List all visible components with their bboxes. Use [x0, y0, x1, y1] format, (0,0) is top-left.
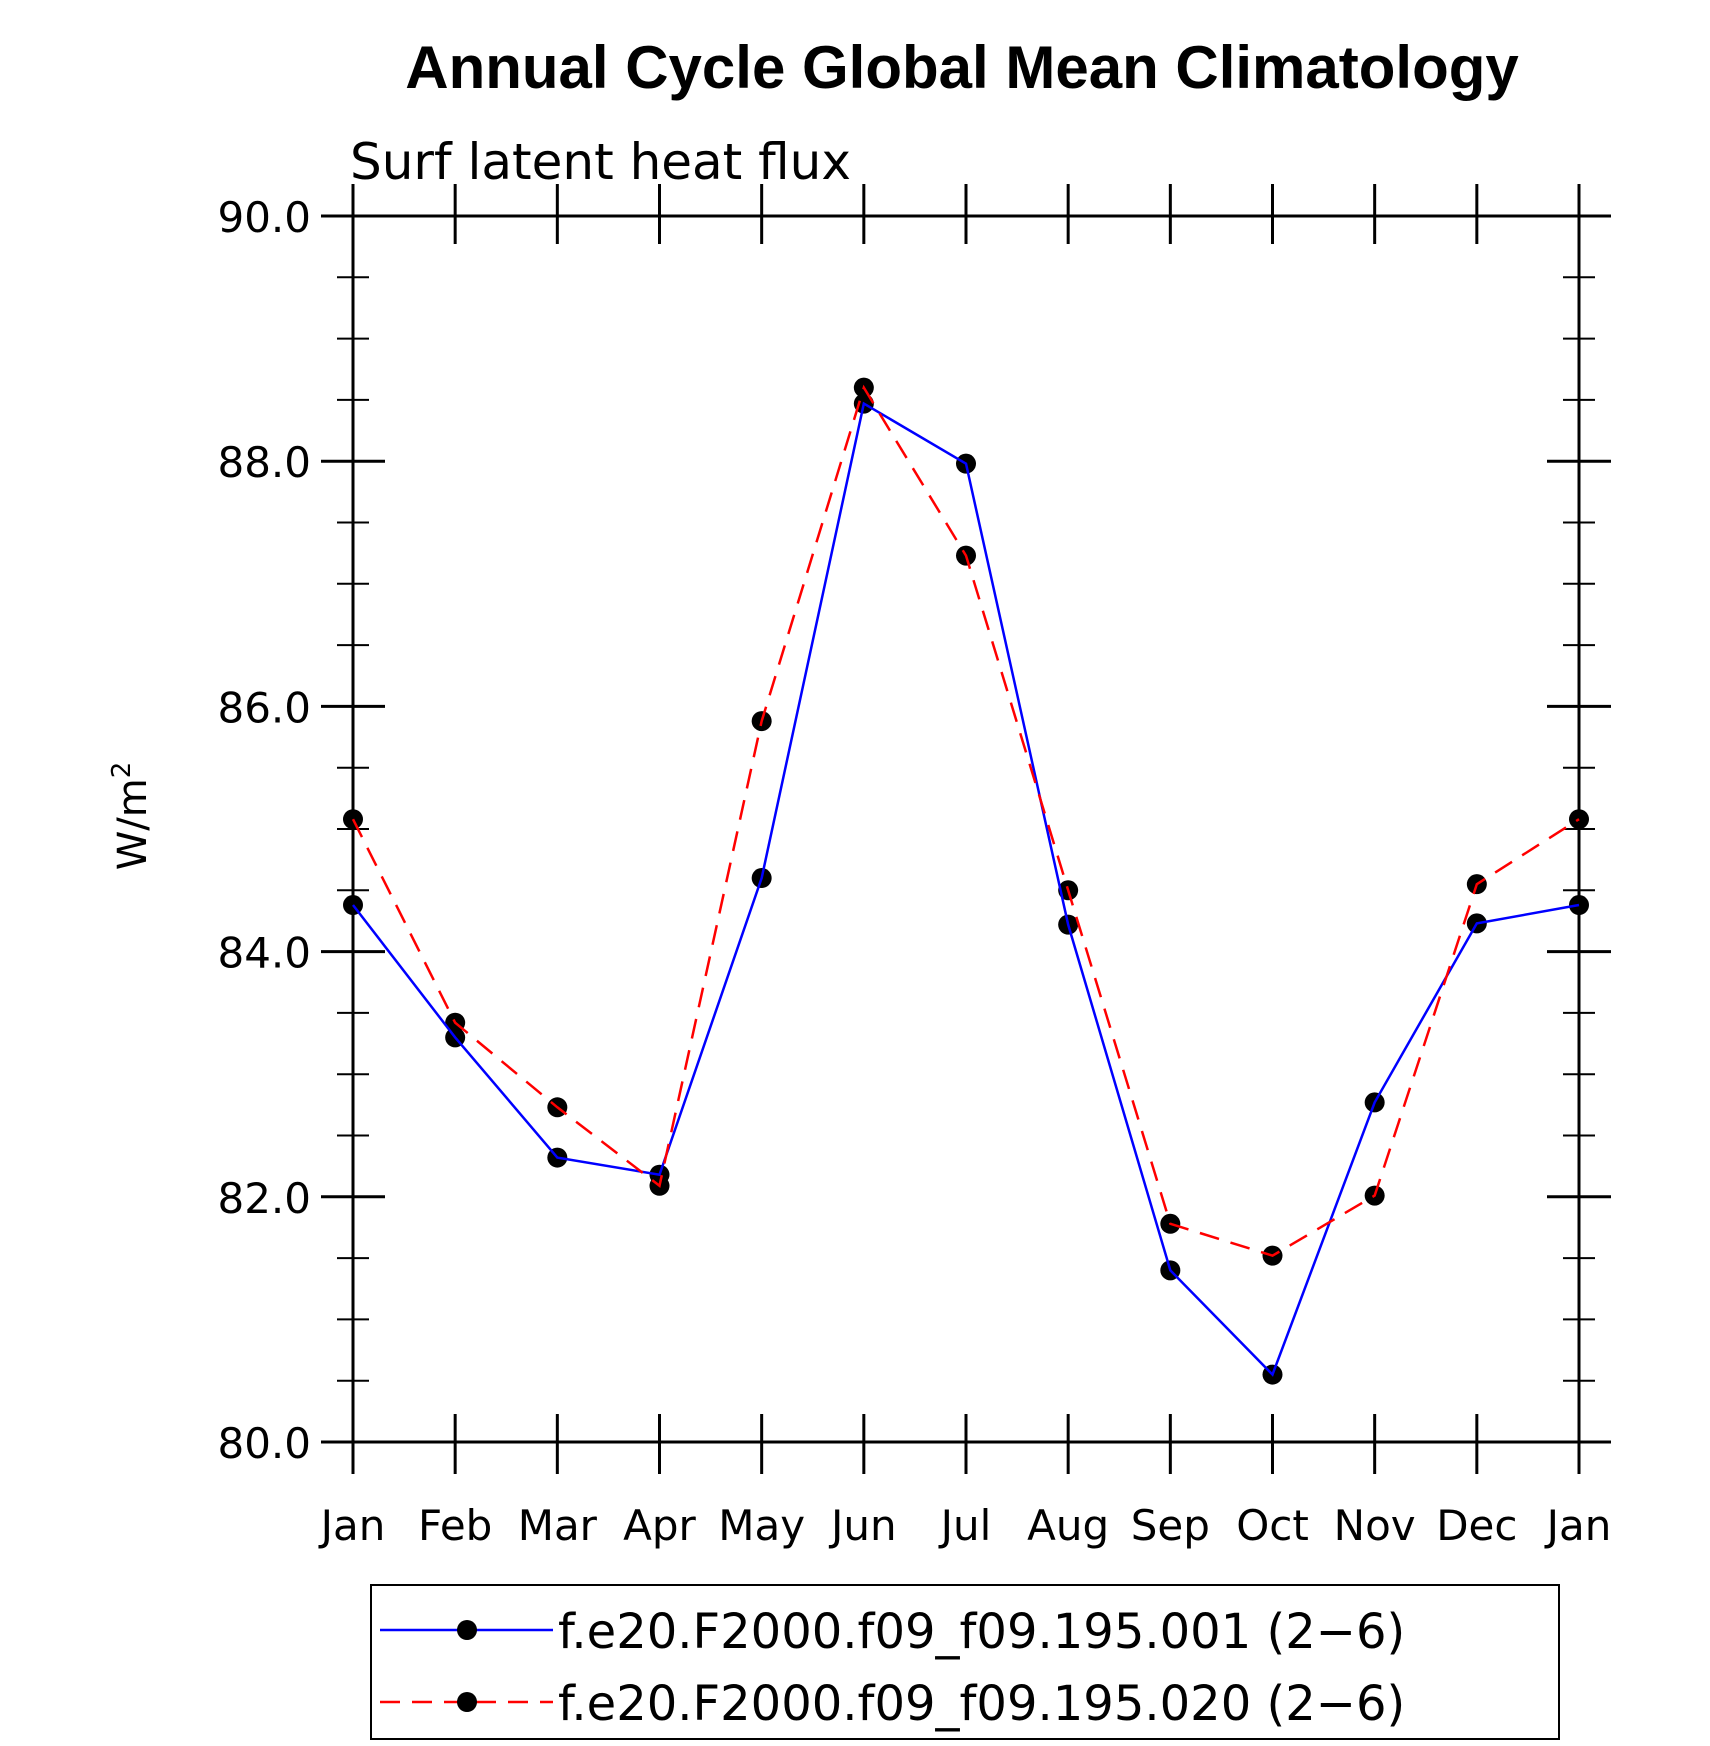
series-line-1 [352, 401, 1580, 1377]
legend-box [370, 1584, 1560, 1740]
x-tick-label: Nov [1334, 1501, 1416, 1550]
legend-marker-series-2 [457, 1692, 477, 1712]
legend: f.e20.F2000.f09_f09.195.001 (2−6) f.e20.… [370, 1584, 1560, 1740]
x-tick-label: Jan [318, 1501, 386, 1550]
chart-subtitle: Surf latent heat flux [350, 133, 851, 191]
x-tick-label: Feb [418, 1501, 492, 1550]
y-tick-label: 88.0 [217, 438, 311, 487]
series-markers [343, 377, 1589, 1385]
x-tick-label: Aug [1027, 1501, 1109, 1550]
chart-title: Annual Cycle Global Mean Climatology [405, 34, 1519, 101]
y-axis-label-text: W/m [110, 778, 156, 870]
y-tick-label: 80.0 [217, 1419, 311, 1468]
x-tick-label: May [718, 1501, 805, 1550]
axis-ticks [321, 184, 1611, 1474]
y-axis-label: W/m2 [107, 762, 156, 871]
x-tick-label: Oct [1236, 1501, 1309, 1550]
x-tick-label: Dec [1436, 1501, 1517, 1550]
y-tick-labels: 80.0 82.0 84.0 86.0 88.0 90.0 [217, 193, 311, 1468]
y-axis-label-superscript: 2 [107, 762, 137, 779]
x-tick-label: Jun [828, 1501, 897, 1550]
x-tick-label: Jan [1544, 1501, 1612, 1550]
svg-text:W/m2: W/m2 [107, 762, 156, 871]
legend-label-series-2: f.e20.F2000.f09_f09.195.020 (2−6) [558, 1676, 1405, 1732]
series-layer [343, 377, 1589, 1385]
x-tick-labels: Jan Feb Mar Apr May Jun Jul Aug Sep Oct Nov Dec Jan [318, 1501, 1612, 1550]
y-tick-label: 82.0 [217, 1174, 311, 1223]
legend-marker-series-1 [457, 1620, 477, 1640]
x-tick-label: Mar [518, 1501, 598, 1550]
y-tick-label: 86.0 [217, 683, 311, 732]
x-tick-label: Jul [938, 1501, 992, 1550]
y-tick-label: 84.0 [217, 929, 311, 978]
y-tick-label: 90.0 [217, 193, 311, 242]
series-line-2 [351, 384, 1580, 1258]
x-tick-label: Sep [1131, 1501, 1210, 1550]
x-tick-label: Apr [623, 1501, 696, 1550]
legend-label-series-1: f.e20.F2000.f09_f09.195.001 (2−6) [558, 1604, 1405, 1660]
plot-frame [351, 214, 1581, 1444]
